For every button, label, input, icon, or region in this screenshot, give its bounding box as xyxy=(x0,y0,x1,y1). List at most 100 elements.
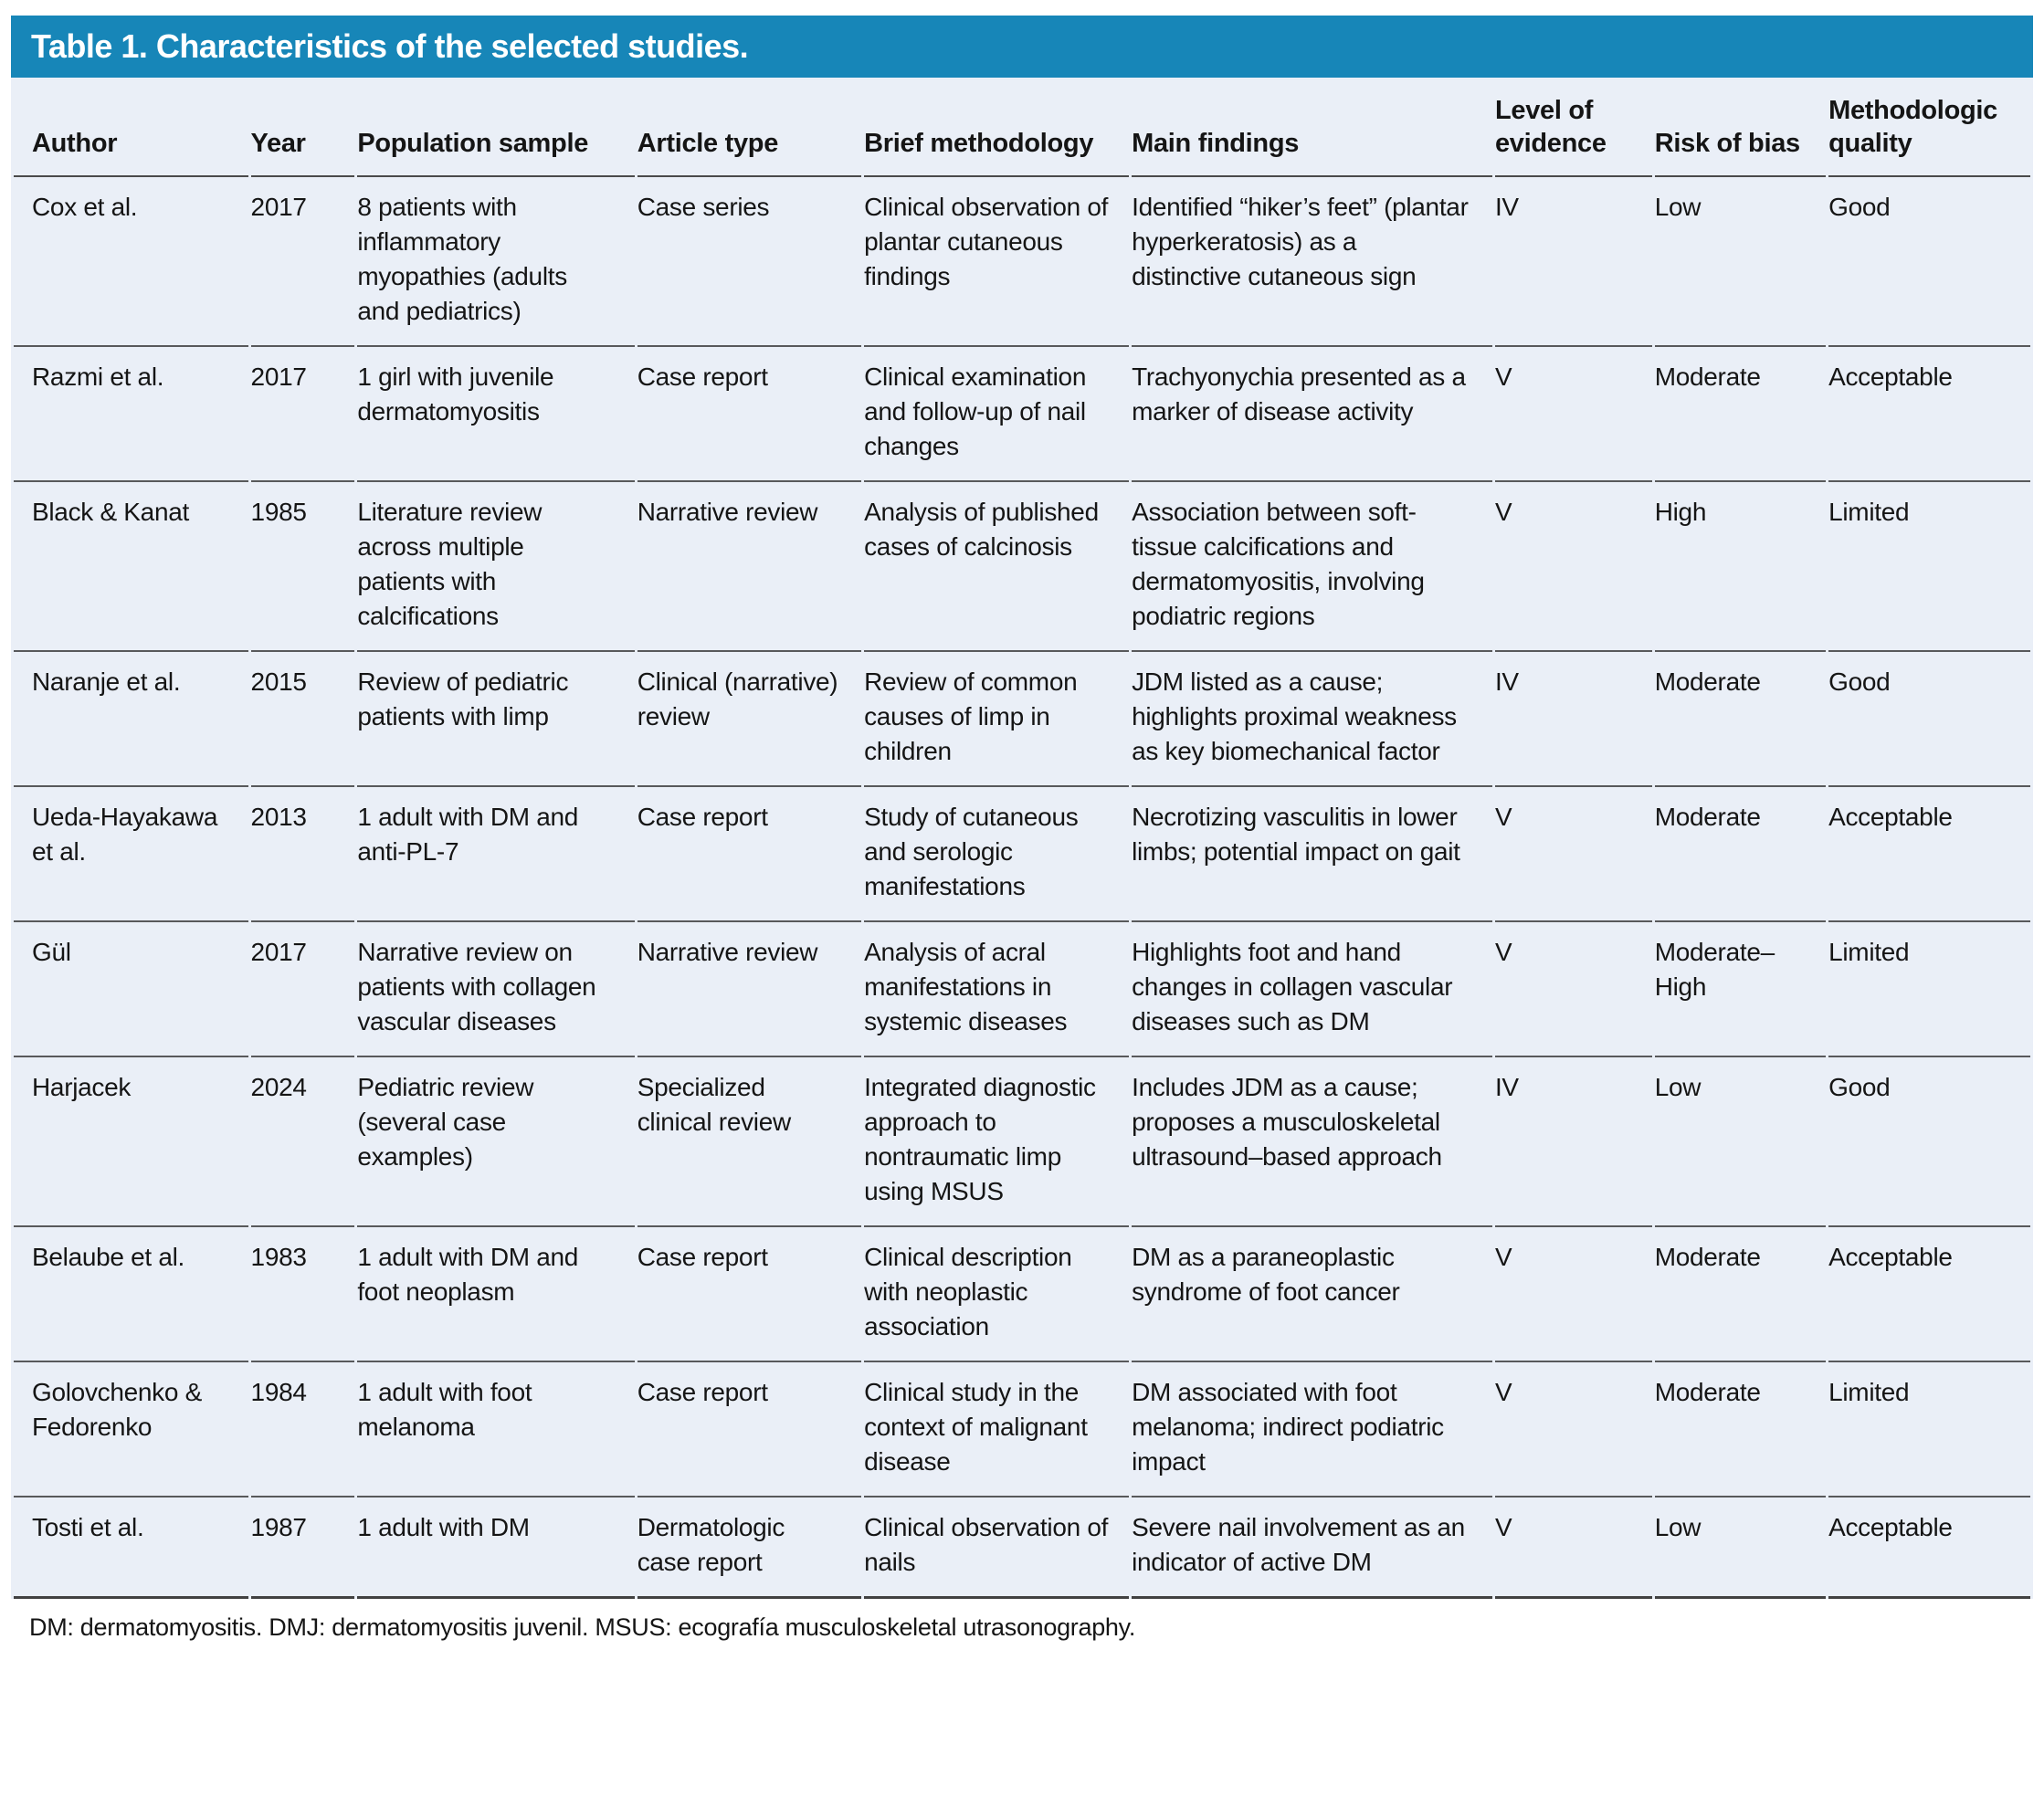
column-header-author: Author xyxy=(14,78,248,177)
cell-article_type: Narrative review xyxy=(637,922,862,1057)
studies-table: Author Year Population sample Article type B… xyxy=(11,78,2033,1599)
cell-article_type: Dermatologic case report xyxy=(637,1497,862,1599)
cell-year: 2024 xyxy=(250,1057,355,1227)
cell-methodology: Integrated diagnostic approach to nontra… xyxy=(864,1057,1130,1227)
table-row: Razmi et al. 2017 1 girl with juvenile der… xyxy=(14,347,2030,482)
cell-quality: Limited xyxy=(1828,922,2030,1057)
cell-bias: Moderate xyxy=(1654,787,1827,922)
cell-year: 1983 xyxy=(250,1227,355,1362)
cell-population: 1 adult with DM and anti-PL-7 xyxy=(357,787,635,922)
cell-evidence: V xyxy=(1494,1227,1652,1362)
cell-year: 2017 xyxy=(250,347,355,482)
cell-bias: High xyxy=(1654,482,1827,652)
cell-population: 1 girl with juvenile dermatomyositis xyxy=(357,347,635,482)
cell-findings: DM as a paraneoplastic syndrome of foot … xyxy=(1132,1227,1492,1362)
cell-year: 1987 xyxy=(250,1497,355,1599)
cell-author: Gül xyxy=(14,922,248,1057)
column-header-year: Year xyxy=(250,78,355,177)
cell-quality: Acceptable xyxy=(1828,1227,2030,1362)
cell-findings: Includes JDM as a cause; proposes a musc… xyxy=(1132,1057,1492,1227)
cell-methodology: Review of common causes of limp in child… xyxy=(864,652,1130,787)
table-row: Black & Kanat 1985 Literature review acros… xyxy=(14,482,2030,652)
cell-methodology: Clinical examination and follow-up of na… xyxy=(864,347,1130,482)
cell-findings: DM associated with foot melanoma; indire… xyxy=(1132,1362,1492,1497)
cell-bias: Moderate xyxy=(1654,1362,1827,1497)
cell-author: Harjacek xyxy=(14,1057,248,1227)
cell-evidence: V xyxy=(1494,482,1652,652)
table-row: Golovchenko & Fedorenko 1984 1 adult with … xyxy=(14,1362,2030,1497)
table-row: Naranje et al. 2015 Review of pediatric pa… xyxy=(14,652,2030,787)
cell-evidence: V xyxy=(1494,1362,1652,1497)
cell-quality: Limited xyxy=(1828,482,2030,652)
cell-methodology: Clinical description with neoplastic ass… xyxy=(864,1227,1130,1362)
column-header-methodology: Brief methodology xyxy=(864,78,1130,177)
cell-methodology: Analysis of published cases of calcinosi… xyxy=(864,482,1130,652)
table-header: Author Year Population sample Article type B… xyxy=(14,78,2030,177)
cell-bias: Moderate xyxy=(1654,652,1827,787)
cell-evidence: V xyxy=(1494,347,1652,482)
table-row: Harjacek 2024 Pediatric review (several ca… xyxy=(14,1057,2030,1227)
table-row: Cox et al. 2017 8 patients with inflammato… xyxy=(14,177,2030,347)
cell-population: 1 adult with DM and foot neoplasm xyxy=(357,1227,635,1362)
cell-population: Pediatric review (several case examples) xyxy=(357,1057,635,1227)
cell-year: 1984 xyxy=(250,1362,355,1497)
cell-population: Literature review across multiple patien… xyxy=(357,482,635,652)
cell-article_type: Case report xyxy=(637,347,862,482)
cell-article_type: Case report xyxy=(637,787,862,922)
cell-population: Review of pediatric patients with limp xyxy=(357,652,635,787)
cell-population: 1 adult with DM xyxy=(357,1497,635,1599)
cell-evidence: V xyxy=(1494,922,1652,1057)
cell-article_type: Case series xyxy=(637,177,862,347)
cell-methodology: Clinical observation of plantar cutaneou… xyxy=(864,177,1130,347)
cell-evidence: V xyxy=(1494,1497,1652,1599)
cell-author: Razmi et al. xyxy=(14,347,248,482)
cell-findings: Highlights foot and hand changes in coll… xyxy=(1132,922,1492,1057)
cell-population: 8 patients with inflammatory myopathies … xyxy=(357,177,635,347)
cell-methodology: Analysis of acral manifestations in syst… xyxy=(864,922,1130,1057)
cell-findings: Severe nail involvement as an indicator … xyxy=(1132,1497,1492,1599)
cell-quality: Limited xyxy=(1828,1362,2030,1497)
table-row: Tosti et al. 1987 1 adult with DM Dermatolo… xyxy=(14,1497,2030,1599)
cell-population: Narrative review on patients with collag… xyxy=(357,922,635,1057)
cell-quality: Acceptable xyxy=(1828,1497,2030,1599)
cell-methodology: Clinical observation of nails xyxy=(864,1497,1130,1599)
cell-bias: Moderate xyxy=(1654,1227,1827,1362)
cell-author: Cox et al. xyxy=(14,177,248,347)
table-footnote: DM: dermatomyositis. DMJ: dermatomyositi… xyxy=(29,1613,1136,1641)
cell-article_type: Case report xyxy=(637,1227,862,1362)
cell-quality: Acceptable xyxy=(1828,347,2030,482)
cell-findings: Trachyonychia presented as a marker of d… xyxy=(1132,347,1492,482)
column-header-population: Population sample xyxy=(357,78,635,177)
cell-article_type: Narrative review xyxy=(637,482,862,652)
cell-bias: Moderate–High xyxy=(1654,922,1827,1057)
cell-quality: Good xyxy=(1828,652,2030,787)
cell-evidence: IV xyxy=(1494,177,1652,347)
cell-quality: Good xyxy=(1828,177,2030,347)
table-row: Belaube et al. 1983 1 adult with DM and fo… xyxy=(14,1227,2030,1362)
cell-evidence: V xyxy=(1494,787,1652,922)
table-title-bar: Table 1. Characteristics of the selected… xyxy=(11,16,2033,78)
cell-author: Belaube et al. xyxy=(14,1227,248,1362)
cell-findings: Identified “hiker’s feet” (plantar hyper… xyxy=(1132,177,1492,347)
cell-bias: Low xyxy=(1654,177,1827,347)
table-body: Cox et al. 2017 8 patients with inflammato… xyxy=(14,177,2030,1599)
cell-author: Naranje et al. xyxy=(14,652,248,787)
cell-year: 2013 xyxy=(250,787,355,922)
cell-year: 2017 xyxy=(250,177,355,347)
cell-quality: Acceptable xyxy=(1828,787,2030,922)
table-row: Ueda-Hayakawa et al. 2013 1 adult with DM … xyxy=(14,787,2030,922)
cell-bias: Low xyxy=(1654,1057,1827,1227)
cell-methodology: Study of cutaneous and serologic manifes… xyxy=(864,787,1130,922)
table-header-row: Author Year Population sample Article type B… xyxy=(14,78,2030,177)
cell-article_type: Clinical (narrative) review xyxy=(637,652,862,787)
cell-population: 1 adult with foot melanoma xyxy=(357,1362,635,1497)
cell-evidence: IV xyxy=(1494,652,1652,787)
cell-article_type: Specialized clinical review xyxy=(637,1057,862,1227)
cell-year: 2015 xyxy=(250,652,355,787)
cell-findings: Necrotizing vasculitis in lower limbs; p… xyxy=(1132,787,1492,922)
table-row: Gül 2017 Narrative review on patients with… xyxy=(14,922,2030,1057)
cell-bias: Moderate xyxy=(1654,347,1827,482)
cell-methodology: Clinical study in the context of maligna… xyxy=(864,1362,1130,1497)
cell-bias: Low xyxy=(1654,1497,1827,1599)
cell-evidence: IV xyxy=(1494,1057,1652,1227)
